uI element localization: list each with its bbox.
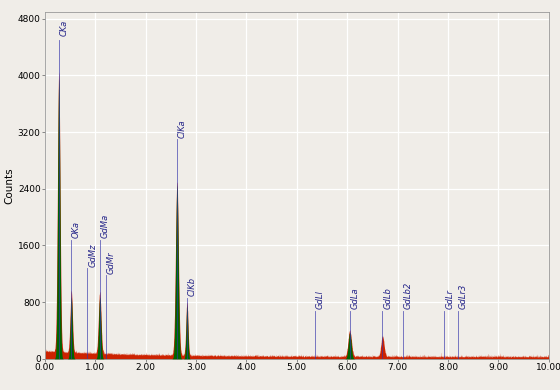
- Y-axis label: Counts: Counts: [5, 167, 15, 204]
- Text: GdLa: GdLa: [351, 287, 360, 309]
- Text: GdMr: GdMr: [107, 251, 116, 274]
- Text: ClKa: ClKa: [178, 119, 186, 138]
- Text: GdLb2: GdLb2: [403, 282, 412, 309]
- Text: GdMz: GdMz: [88, 243, 97, 267]
- Text: CKa: CKa: [59, 20, 68, 36]
- Text: OKa: OKa: [72, 222, 81, 238]
- Text: ClKb: ClKb: [188, 277, 197, 296]
- Text: GdLr3: GdLr3: [459, 284, 468, 309]
- Text: GdLr: GdLr: [445, 289, 454, 309]
- Text: GdLl: GdLl: [316, 290, 325, 309]
- Text: GdLb: GdLb: [383, 287, 392, 309]
- Text: GdMa: GdMa: [100, 214, 110, 238]
